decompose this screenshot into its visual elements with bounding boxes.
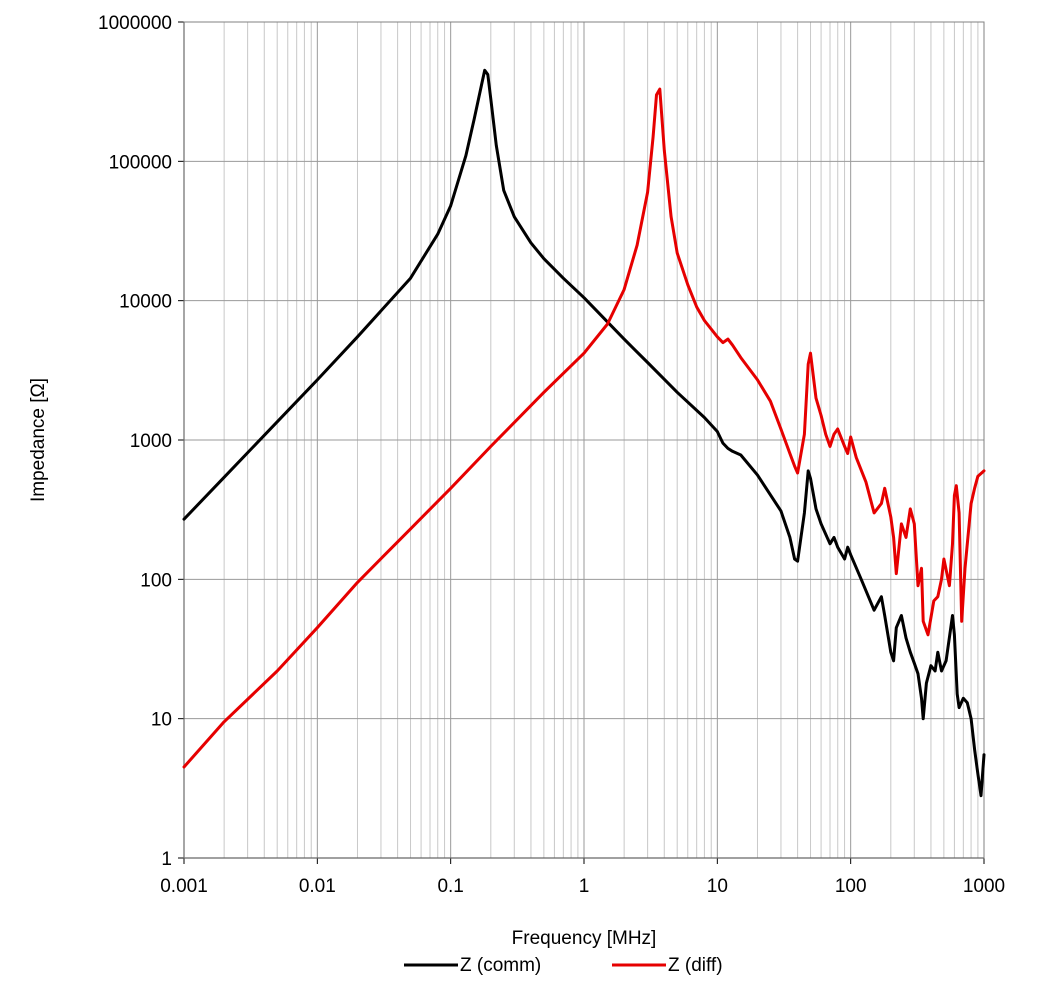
major-gridlines (178, 21, 985, 864)
y-axis-label: Impedance [Ω] (28, 378, 49, 502)
y-tick-label: 100000 (109, 152, 172, 173)
series-layer (182, 68, 986, 798)
x-tick-label: 0.1 (437, 876, 463, 897)
y-tick-label: 1 (161, 849, 172, 870)
x-axis-tick-labels: 0.001 0.01 0.1 1 10 100 1000 (160, 876, 1005, 897)
y-axis-tick-labels: 1 10 100 1000 10000 100000 1000000 (98, 13, 172, 870)
series-line-z-comm (182, 68, 986, 798)
x-tick-label: 0.001 (160, 876, 208, 897)
x-axis-label: Frequency [MHz] (512, 928, 657, 949)
x-tick-label: 100 (835, 876, 867, 897)
series-line-z-diff (182, 87, 986, 769)
legend-label: Z (diff) (668, 955, 723, 976)
y-tick-label: 10000 (119, 292, 172, 313)
y-tick-label: 100 (140, 570, 172, 591)
x-tick-label: 10 (707, 876, 728, 897)
x-tick-label: 1 (579, 876, 590, 897)
x-tick-label: 0.01 (299, 876, 336, 897)
legend-label: Z (comm) (460, 955, 541, 976)
y-tick-label: 1000 (130, 431, 172, 452)
plot-area-frame (183, 21, 985, 859)
y-tick-label: 1000000 (98, 13, 172, 34)
y-tick-label: 10 (151, 710, 172, 731)
legend: Z (comm) Z (diff) (404, 955, 723, 976)
x-tick-label: 1000 (963, 876, 1005, 897)
